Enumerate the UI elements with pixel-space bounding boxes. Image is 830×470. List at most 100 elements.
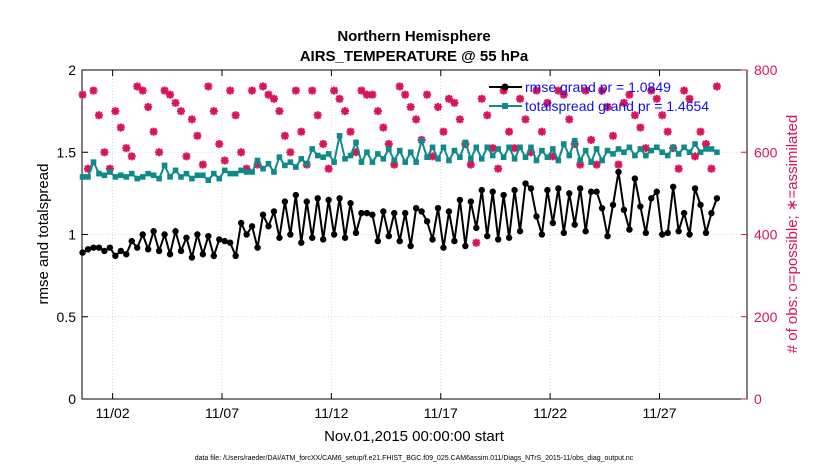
totalspread-point (692, 141, 698, 147)
totalspread-point (582, 147, 589, 154)
totalspread-point (544, 154, 551, 160)
rmse-point (380, 208, 387, 215)
totalspread-point (353, 139, 359, 146)
rmse-point (500, 191, 507, 199)
rmse-point (412, 204, 420, 212)
rmse-point (341, 234, 349, 241)
axis-ticks: 11/02 11/07 11/12 11/17 11/22 11/2700.511.520… (57, 62, 778, 421)
totalspread-point (621, 149, 627, 156)
x-tick-label: 11/12 (314, 405, 348, 421)
totalspread-point (484, 144, 491, 151)
obs-point (510, 144, 519, 153)
obs-point (521, 115, 530, 124)
rmse-point (516, 228, 524, 235)
obs-point (401, 90, 410, 99)
obs-point (226, 86, 235, 95)
obs-point (182, 152, 191, 161)
rmse-point (101, 247, 108, 255)
totalspread-point (347, 152, 354, 159)
totalspread-point (342, 156, 348, 162)
obs-point (630, 111, 639, 120)
totalspread-point (418, 137, 425, 144)
totalspread-point (604, 147, 611, 154)
rmse-point (522, 180, 529, 187)
rmse-point (292, 191, 300, 199)
obs-point (609, 131, 618, 140)
y-right-tick-label: 400 (754, 227, 778, 243)
totalspread-point (703, 146, 709, 152)
totalspread-point (413, 159, 419, 165)
x-tick-label: 11/07 (205, 405, 239, 421)
totalspread-point (648, 147, 655, 154)
rmse-point (631, 175, 639, 182)
rmse-point (445, 208, 453, 215)
rmse-point (221, 237, 228, 245)
obs-point (116, 123, 125, 132)
rmse-point (358, 209, 365, 217)
rmse-point (139, 231, 146, 238)
y-right-tick-label: 0 (754, 391, 762, 407)
obs-point (483, 111, 492, 120)
obs-point (488, 144, 497, 153)
y-right-tick-label: 200 (754, 309, 778, 325)
obs-point (434, 103, 443, 112)
obs-point (335, 94, 344, 103)
rmse-point (598, 204, 606, 212)
obs-point (275, 107, 284, 116)
obs-point (176, 107, 185, 116)
rmse-point (232, 252, 239, 260)
obs-point (406, 103, 415, 112)
totalspread-point (271, 169, 277, 175)
totalspread-point (260, 165, 266, 172)
obs-point (149, 127, 158, 136)
totalspread-point (79, 174, 86, 180)
legend-totalspread-text: totalspread grand pr = 1.4654 (525, 98, 709, 114)
obs-point (505, 127, 514, 136)
rmse-point (604, 232, 611, 240)
obs-point (707, 164, 716, 173)
rmse-point (637, 203, 644, 210)
obs-point (674, 164, 683, 173)
x-tick-label: 11/02 (96, 405, 130, 421)
rmse-point (533, 213, 540, 220)
rmse-point (407, 242, 414, 250)
obs-point (691, 152, 700, 161)
rmse-point (484, 232, 491, 240)
rmse-point (664, 229, 671, 237)
rmse-point (309, 234, 316, 241)
rmse-point (609, 201, 617, 209)
obs-point (231, 111, 240, 120)
obs-point (537, 127, 546, 136)
rmse-point (391, 209, 398, 217)
legend-rmse-text: rmse grand pr = 1.0849 (525, 79, 671, 95)
totalspread-point (588, 159, 594, 165)
totalspread-point (670, 144, 676, 151)
rmse-point (172, 228, 179, 235)
rmse-point (620, 206, 628, 214)
totalspread-point (664, 152, 671, 159)
obs-point (494, 164, 503, 173)
rmse-point (593, 188, 600, 195)
totalspread-point (194, 172, 201, 179)
totalspread-point (697, 149, 704, 156)
rmse-point (582, 228, 589, 235)
totalspread-point (227, 170, 234, 177)
rmse-point (155, 247, 163, 255)
totalspread-point (189, 175, 195, 182)
totalspread-point (380, 156, 387, 162)
totalspread-point (675, 151, 682, 157)
rmse-point (659, 231, 666, 238)
y-tick-label: 1 (68, 227, 76, 243)
obs-point (373, 107, 382, 116)
rmse-point (462, 242, 469, 250)
obs-point (543, 98, 552, 107)
obs-point (636, 123, 645, 132)
rmse-point (237, 219, 245, 227)
rmse-point (549, 219, 557, 227)
rmse-point (216, 236, 223, 243)
totalspread-point (325, 151, 332, 157)
data-series (78, 82, 721, 261)
obs-point (187, 115, 196, 124)
y-axis-right-label: # of obs: o=possible; ∗=assimilated (784, 115, 801, 354)
totalspread-point (331, 159, 337, 165)
